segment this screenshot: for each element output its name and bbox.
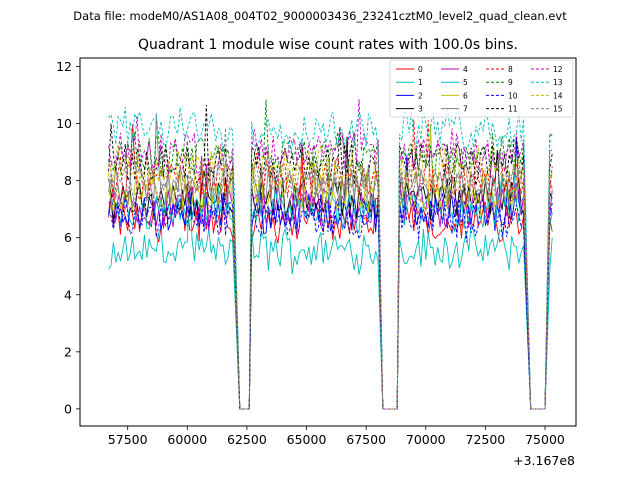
legend-label-9: 9 [508, 78, 513, 87]
x-tick-label: 57500 [108, 432, 148, 447]
x-tick-label: 65000 [287, 432, 327, 447]
legend-label-6: 6 [463, 91, 468, 100]
legend-label-11: 11 [508, 105, 518, 114]
y-tick-label: 8 [64, 173, 72, 188]
x-tick-label: 67500 [346, 432, 386, 447]
legend-label-10: 10 [508, 91, 518, 100]
y-tick-label: 12 [56, 59, 72, 74]
y-tick-label: 10 [56, 116, 72, 131]
series-line-11 [108, 104, 553, 410]
chart-title: Quadrant 1 module wise count rates with … [138, 37, 518, 53]
y-tick-label: 2 [64, 344, 72, 359]
y-tick-label: 0 [64, 401, 72, 416]
x-tick-label: 62500 [227, 432, 267, 447]
plot-frame [79, 57, 577, 427]
x-tick-label: 75000 [525, 432, 565, 447]
series-line-12 [108, 99, 553, 410]
legend-label-3: 3 [418, 105, 423, 114]
series-layer [108, 99, 553, 410]
legend-label-15: 15 [553, 105, 563, 114]
legend-box [389, 59, 574, 118]
legend-label-7: 7 [463, 105, 468, 114]
x-tick-label: 72500 [466, 432, 506, 447]
legend-label-4: 4 [463, 65, 468, 74]
y-tick-label: 6 [64, 230, 72, 245]
series-line-10 [108, 193, 553, 410]
legend-label-14: 14 [553, 91, 563, 100]
series-line-15 [108, 127, 553, 410]
legend-label-0: 0 [418, 65, 423, 74]
series-line-1 [108, 186, 553, 410]
y-axis: 0 2 4 6 8 10 12 [56, 59, 80, 416]
x-tick-label: 70000 [406, 432, 446, 447]
legend-label-5: 5 [463, 78, 468, 87]
series-line-9 [108, 99, 553, 410]
series-line-13 [108, 106, 553, 410]
legend-label-2: 2 [418, 91, 423, 100]
legend-label-12: 12 [553, 65, 563, 74]
y-tick-label: 4 [64, 287, 72, 302]
x-offset-label: +3.167e8 [513, 453, 575, 468]
figure-suptitle: Data file: modeM0/AS1A08_004T02_90000034… [73, 9, 567, 23]
series-line-8 [108, 119, 553, 410]
series-line-3 [108, 136, 553, 410]
legend-label-1: 1 [418, 78, 423, 87]
legend-label-13: 13 [553, 78, 563, 87]
x-axis: 57500 60000 62500 65000 67500 70000 72500 75000 [108, 426, 565, 447]
x-tick-label: 60000 [167, 432, 207, 447]
plot-area [79, 57, 577, 427]
legend-label-8: 8 [508, 65, 513, 74]
